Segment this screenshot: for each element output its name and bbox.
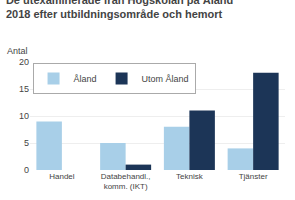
svg-text:Utom Åland: Utom Åland: [142, 74, 189, 84]
svg-text:0: 0: [24, 165, 29, 175]
svg-text:Åland: Åland: [74, 74, 97, 84]
svg-text:Handel: Handel: [49, 172, 75, 181]
svg-text:De utexaminerade från Högskola: De utexaminerade från Högskolan på Åland…: [6, 0, 233, 20]
svg-text:Databehandl.,komm. (IKT): Databehandl.,komm. (IKT): [101, 172, 151, 191]
svg-text:20: 20: [19, 57, 29, 67]
svg-text:Teknisk: Teknisk: [176, 172, 204, 181]
svg-text:5: 5: [24, 138, 29, 148]
svg-text:10: 10: [19, 111, 29, 121]
svg-text:15: 15: [19, 84, 29, 94]
svg-text:Antal: Antal: [7, 46, 28, 56]
svg-text:Tjänster: Tjänster: [239, 172, 268, 181]
